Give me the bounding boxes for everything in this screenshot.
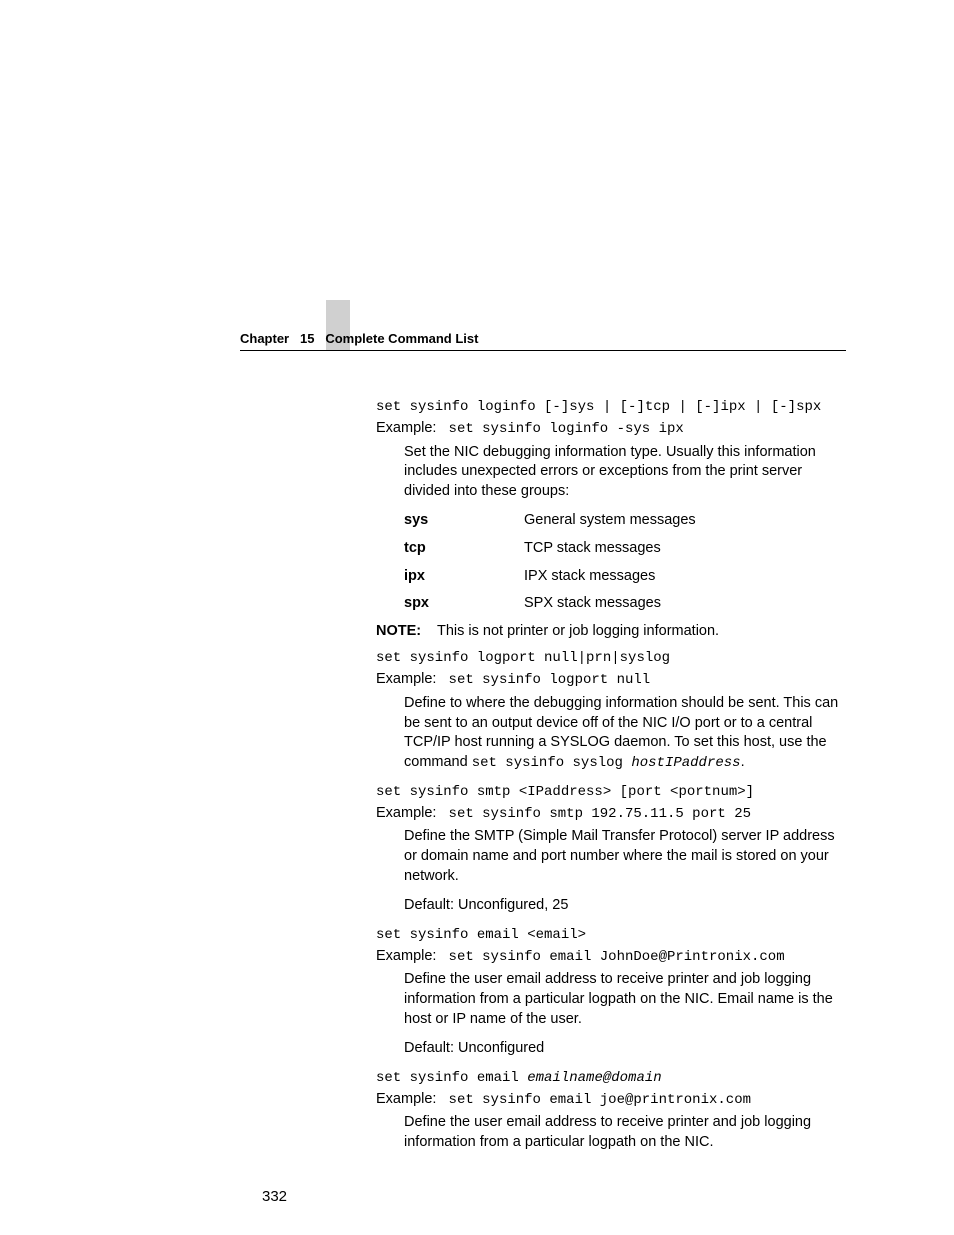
tbl-val-tcp: TCP stack messages xyxy=(524,539,846,559)
cmd4-block: set sysinfo email <email> Example: set s… xyxy=(376,926,846,1059)
note-block: NOTE: This is not printer or job logging… xyxy=(376,622,846,642)
table-row: spx SPX stack messages xyxy=(404,594,846,614)
tbl-key-ipx: ipx xyxy=(404,567,524,587)
cmd5-example-line: Example: set sysinfo email joe@printroni… xyxy=(376,1090,846,1110)
cmd2-syntax: set sysinfo logport null|prn|syslog xyxy=(376,649,846,668)
cmd2-desc-tail: . xyxy=(741,754,745,770)
table-row: tcp TCP stack messages xyxy=(404,539,846,559)
cmd1-example: set sysinfo loginfo -sys ipx xyxy=(449,421,684,437)
cmd2-desc-italic: hostIPaddress xyxy=(631,755,740,771)
tbl-key-spx: spx xyxy=(404,594,524,614)
cmd3-default: Default: Unconfigured, 25 xyxy=(404,896,846,916)
page-header: Chapter 15 Complete Command List xyxy=(240,331,478,346)
cmd3-example-label: Example: xyxy=(376,805,436,821)
note-label: NOTE: xyxy=(376,623,421,639)
cmd5-example-label: Example: xyxy=(376,1091,436,1107)
cmd5-syntax-a: set sysinfo email xyxy=(376,1070,527,1086)
chapter-label: Chapter xyxy=(240,331,289,346)
cmd4-example: set sysinfo email JohnDoe@Printronix.com xyxy=(449,949,785,965)
cmd1-example-label: Example: xyxy=(376,420,436,436)
cmd1-desc: Set the NIC debugging information type. … xyxy=(404,443,846,502)
cmd1-example-line: Example: set sysinfo loginfo -sys ipx xyxy=(376,419,846,439)
cmd5-block: set sysinfo email emailname@domain Examp… xyxy=(376,1069,846,1153)
tbl-key-sys: sys xyxy=(404,511,524,531)
cmd3-example: set sysinfo smtp 192.75.11.5 port 25 xyxy=(449,806,751,822)
header-rule xyxy=(240,350,846,351)
cmd2-example: set sysinfo logport null xyxy=(449,672,651,688)
cmd2-block: set sysinfo logport null|prn|syslog Exam… xyxy=(376,649,846,772)
cmd3-desc: Define the SMTP (Simple Mail Transfer Pr… xyxy=(404,827,846,886)
section-title: Complete Command List xyxy=(325,331,478,346)
cmd2-desc-mono: set sysinfo syslog xyxy=(472,755,632,771)
cmd3-syntax: set sysinfo smtp <IPaddress> [port <port… xyxy=(376,783,846,802)
cmd1-syntax: set sysinfo loginfo [-]sys | [-]tcp | [-… xyxy=(376,398,846,417)
cmd3-example-line: Example: set sysinfo smtp 192.75.11.5 po… xyxy=(376,804,846,824)
note-text: This is not printer or job logging infor… xyxy=(437,623,719,639)
page-number: 332 xyxy=(262,1188,287,1205)
tbl-val-spx: SPX stack messages xyxy=(524,594,846,614)
cmd4-example-label: Example: xyxy=(376,948,436,964)
cmd2-example-label: Example: xyxy=(376,671,436,687)
cmd4-example-line: Example: set sysinfo email JohnDoe@Print… xyxy=(376,947,846,967)
content-body: set sysinfo loginfo [-]sys | [-]tcp | [-… xyxy=(376,398,846,1163)
cmd5-syntax-line: set sysinfo email emailname@domain xyxy=(376,1069,846,1088)
cmd4-syntax: set sysinfo email <email> xyxy=(376,926,846,945)
cmd4-desc: Define the user email address to receive… xyxy=(404,970,846,1029)
cmd3-block: set sysinfo smtp <IPaddress> [port <port… xyxy=(376,783,846,916)
tbl-val-ipx: IPX stack messages xyxy=(524,567,846,587)
cmd5-syntax-italic: emailname@domain xyxy=(527,1070,661,1086)
page-root: Chapter 15 Complete Command List set sys… xyxy=(0,0,954,1235)
table-row: sys General system messages xyxy=(404,511,846,531)
tbl-key-tcp: tcp xyxy=(404,539,524,559)
cmd4-default: Default: Unconfigured xyxy=(404,1039,846,1059)
cmd5-example: set sysinfo email joe@printronix.com xyxy=(449,1092,751,1108)
table-row: ipx IPX stack messages xyxy=(404,567,846,587)
tbl-val-sys: General system messages xyxy=(524,511,846,531)
cmd1-table: sys General system messages tcp TCP stac… xyxy=(404,511,846,613)
cmd2-desc: Define to where the debugging informatio… xyxy=(404,694,846,773)
cmd1-block: set sysinfo loginfo [-]sys | [-]tcp | [-… xyxy=(376,398,846,614)
cmd5-desc: Define the user email address to receive… xyxy=(404,1113,846,1152)
chapter-number: 15 xyxy=(300,331,314,346)
cmd2-example-line: Example: set sysinfo logport null xyxy=(376,670,846,690)
